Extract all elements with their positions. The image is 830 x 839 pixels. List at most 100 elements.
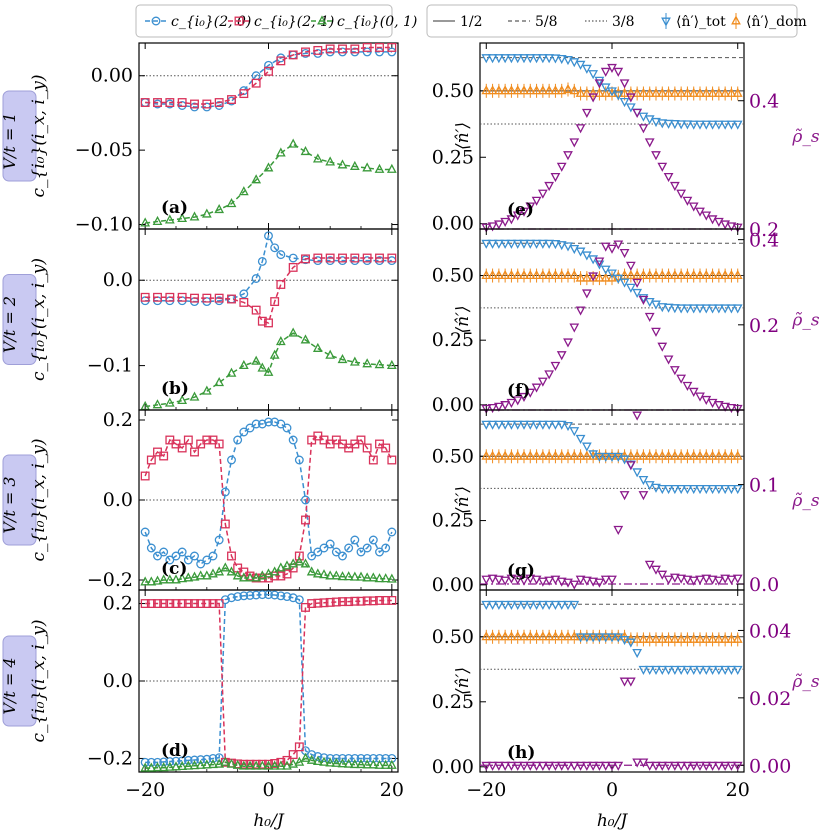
data-point <box>251 355 262 365</box>
data-point <box>619 455 630 465</box>
data-point <box>732 269 743 279</box>
data-point <box>707 450 718 460</box>
data-point <box>556 162 567 172</box>
data-point <box>625 283 636 293</box>
data-point <box>613 452 624 462</box>
data-point <box>732 633 743 643</box>
data-point <box>519 631 529 641</box>
data-point <box>701 574 712 584</box>
data-point <box>638 475 649 486</box>
data-point <box>349 758 360 769</box>
data-point <box>525 239 536 249</box>
data-point <box>713 87 724 97</box>
data-point <box>688 202 699 212</box>
data-point <box>550 450 561 460</box>
panel-e: 0.00 0.25 0.50 0.2 0.4 (e) ρ̃_s ⟨n̂′⟩ <box>432 42 820 241</box>
data-point <box>550 361 561 371</box>
data-point <box>356 753 366 763</box>
data-point <box>581 442 592 452</box>
data-point <box>239 297 249 307</box>
data-point <box>232 570 243 580</box>
data-point <box>688 387 699 397</box>
data-point <box>657 269 668 279</box>
data-point <box>325 570 336 580</box>
data-point <box>512 239 523 249</box>
data-point <box>140 599 150 609</box>
data-point <box>663 761 674 771</box>
data-point <box>481 761 492 771</box>
data-point <box>556 600 567 610</box>
data-point <box>556 269 567 279</box>
data-point <box>338 551 347 561</box>
data-point <box>202 435 212 445</box>
data-point <box>713 576 724 586</box>
data-point <box>550 269 561 279</box>
data-point <box>713 120 724 130</box>
data-point <box>720 633 731 643</box>
data-point <box>544 450 555 460</box>
data-point <box>632 269 643 279</box>
data-point <box>569 323 580 333</box>
x-tick-label: 20 <box>380 779 404 801</box>
data-point <box>270 571 280 581</box>
data-point <box>487 85 498 95</box>
data-point <box>732 665 743 675</box>
data-point <box>362 572 373 582</box>
data-point <box>481 85 492 95</box>
y-tick-label: 0.2 <box>103 409 133 431</box>
data-point <box>688 665 699 675</box>
data-point <box>380 759 391 769</box>
data-point <box>368 455 378 465</box>
data-point <box>707 665 718 675</box>
data-point <box>374 573 385 583</box>
data-point <box>619 248 630 259</box>
data-point <box>657 303 668 313</box>
panel-a: 0.00 −0.05 −0.10 (a) <box>75 42 399 236</box>
data-point <box>288 558 299 568</box>
data-point <box>500 239 511 249</box>
data-point <box>663 633 674 643</box>
data-point <box>190 293 199 303</box>
data-point <box>312 342 323 352</box>
data-point <box>325 597 335 607</box>
data-point <box>227 551 236 561</box>
data-point <box>140 400 151 411</box>
data-point <box>331 570 342 580</box>
data-point <box>569 631 580 641</box>
data-point <box>669 484 680 495</box>
data-point <box>695 575 705 585</box>
data-point <box>201 570 212 580</box>
data-point <box>669 120 680 130</box>
series-rho <box>481 63 743 233</box>
data-point <box>525 269 536 279</box>
data-point <box>563 269 573 279</box>
data-point <box>701 395 712 406</box>
data-point <box>171 761 181 771</box>
y-tick-label: 0.25 <box>432 691 474 713</box>
data-point <box>581 576 592 586</box>
data-point <box>164 214 175 224</box>
data-point <box>619 87 630 97</box>
data-point <box>374 163 385 173</box>
data-point <box>177 394 188 405</box>
data-point <box>202 293 212 303</box>
data-point <box>625 261 636 271</box>
panel-g: 0.00 0.25 0.50 0.0 0.1 (g) ρ̃_s ⟨n̂′⟩ <box>432 409 820 596</box>
data-point <box>481 631 492 641</box>
data-point <box>512 54 523 64</box>
data-point <box>325 539 335 549</box>
data-point <box>245 759 255 769</box>
legend-marker <box>317 15 327 25</box>
data-point <box>165 292 175 302</box>
data-point <box>556 577 567 587</box>
data-point <box>214 98 224 107</box>
data-point <box>713 401 724 411</box>
data-point <box>239 591 249 601</box>
data-point <box>525 420 536 430</box>
data-point <box>594 578 605 588</box>
data-point <box>276 591 286 601</box>
data-point <box>487 600 498 610</box>
data-point <box>331 547 341 557</box>
data-point <box>575 575 586 585</box>
data-point <box>651 483 661 493</box>
